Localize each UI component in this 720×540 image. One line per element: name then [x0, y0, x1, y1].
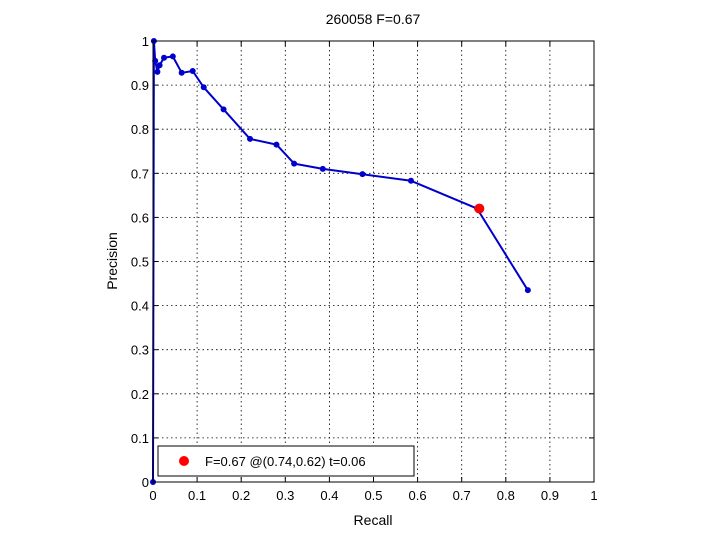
data-point — [169, 53, 176, 60]
plot-frame — [152, 40, 595, 483]
y-axis-label: Precision — [104, 232, 120, 290]
data-point — [407, 177, 414, 184]
data-point — [319, 165, 326, 172]
y-tick-label: 0.1 — [131, 431, 149, 446]
x-tick-label: 0.8 — [497, 488, 515, 503]
x-tick-label: 0.7 — [453, 488, 471, 503]
x-axis-label: Recall — [354, 512, 393, 528]
x-tick-label: 0.4 — [320, 488, 338, 503]
grid — [153, 41, 594, 482]
y-tick-label: 1 — [142, 34, 149, 49]
x-tick-label: 0.6 — [409, 488, 427, 503]
data-point — [524, 287, 531, 294]
legend-marker — [179, 456, 189, 466]
x-tick-label: 0 — [149, 488, 156, 503]
legend-text: F=0.67 @(0.74,0.62) t=0.06 — [205, 454, 366, 469]
data-point — [152, 57, 159, 64]
x-tick-label: 0.5 — [364, 488, 382, 503]
y-tick-label: 0.6 — [131, 210, 149, 225]
chart-title: 260058 F=0.67 — [326, 11, 421, 27]
x-tick-label: 0.2 — [232, 488, 250, 503]
x-tick-label: 0.9 — [541, 488, 559, 503]
data-point — [220, 106, 227, 113]
x-tick-label: 0.3 — [276, 488, 294, 503]
data-point — [247, 135, 254, 142]
series-layer — [150, 38, 531, 485]
axis-ticks: 0 0.1 0.2 0.3 0.4 0.5 0.6 0.7 0.8 0.9 1 0 0.1 0.2 0.3 0… — [131, 34, 598, 503]
y-tick-label: 0.2 — [131, 387, 149, 402]
data-point — [189, 67, 196, 74]
legend-box — [157, 445, 415, 477]
y-tick-label: 0.7 — [131, 166, 149, 181]
y-tick-label: 0.8 — [131, 122, 149, 137]
y-tick-label: 0.5 — [131, 255, 149, 270]
data-point — [273, 141, 280, 148]
data-point — [359, 171, 366, 178]
best-f-point — [474, 203, 485, 214]
x-tick-label: 1 — [590, 488, 597, 503]
x-tick-label: 0.1 — [188, 488, 206, 503]
y-tick-label: 0.3 — [131, 343, 149, 358]
data-point — [154, 68, 161, 75]
legend: F=0.67 @(0.74,0.62) t=0.06 — [157, 445, 415, 477]
data-point — [200, 84, 207, 91]
y-tick-label: 0 — [142, 475, 149, 490]
data-point — [291, 160, 298, 167]
y-tick-label: 0.9 — [131, 78, 149, 93]
data-point — [156, 62, 163, 69]
y-tick-label: 0.4 — [131, 299, 149, 314]
data-point — [161, 54, 168, 61]
data-point — [178, 69, 185, 76]
